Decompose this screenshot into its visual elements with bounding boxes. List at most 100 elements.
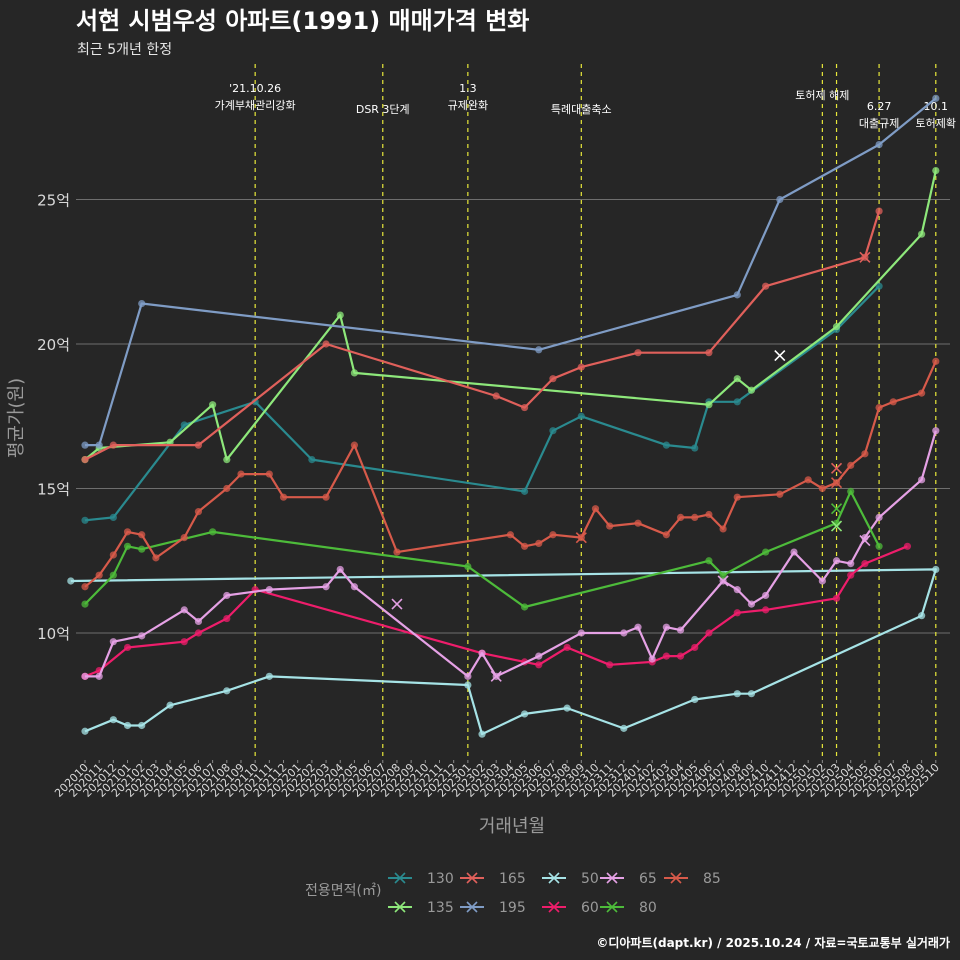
data-point <box>138 632 146 640</box>
data-point <box>776 195 784 204</box>
data-point <box>832 594 841 602</box>
data-point <box>209 528 217 536</box>
data-point <box>676 513 685 522</box>
data-point <box>322 583 330 591</box>
chart-title: 서현 시범우성 아파트(1991) 매매가격 변화 <box>76 7 529 35</box>
data-point <box>634 623 642 631</box>
data-point <box>932 94 940 102</box>
data-point <box>762 606 770 614</box>
legend-label: 130 <box>427 871 454 887</box>
policy-annotation: '21.10.26 <box>229 82 281 95</box>
data-point <box>691 643 699 652</box>
legend-key-cross <box>670 872 682 884</box>
data-point <box>875 282 883 290</box>
data-point <box>705 349 713 357</box>
data-point <box>932 167 940 175</box>
data-point <box>747 600 756 608</box>
data-point <box>691 444 699 452</box>
data-point <box>109 571 117 579</box>
series-165 <box>81 207 883 464</box>
data-point <box>691 695 699 704</box>
y-axis-ticks: 10억 15억 20억 25억 <box>37 192 70 644</box>
policy-annotation: DSR 3단계 <box>356 103 410 116</box>
data-point <box>194 441 203 449</box>
data-point <box>209 401 217 409</box>
data-point <box>506 531 514 539</box>
cross-stroke <box>830 477 843 489</box>
data-point <box>322 340 330 348</box>
legend-item-50: 50 <box>542 871 599 887</box>
data-point <box>847 571 855 579</box>
data-point <box>520 542 529 550</box>
data-point <box>733 586 741 594</box>
data-point <box>81 441 89 449</box>
data-point <box>705 510 713 519</box>
data-point <box>691 513 699 522</box>
data-point <box>138 545 146 553</box>
cross-stroke <box>391 598 403 610</box>
data-point <box>138 299 146 308</box>
data-point <box>847 461 855 469</box>
data-point <box>265 672 273 680</box>
data-point <box>279 493 288 501</box>
data-point <box>776 490 784 498</box>
data-point <box>265 586 273 594</box>
data-point <box>123 721 132 730</box>
legend-item-85: 85 <box>664 871 721 887</box>
policy-annotation: 특례대출축소 <box>551 103 612 116</box>
data-point <box>81 456 89 464</box>
y-tick-label: 10억 <box>37 625 70 643</box>
data-point <box>733 609 741 617</box>
data-point <box>520 710 529 718</box>
data-point <box>918 230 926 238</box>
series-line-130 <box>84 285 880 522</box>
legend-key-cross <box>606 872 618 884</box>
cross-marker <box>774 349 786 362</box>
data-point <box>889 398 897 406</box>
data-point <box>123 542 132 550</box>
y-tick-label: 20억 <box>37 336 70 354</box>
cross-marker <box>575 532 587 544</box>
cross-stroke <box>490 670 502 682</box>
data-point <box>478 730 486 738</box>
data-point <box>606 522 614 530</box>
legend-label: 195 <box>499 900 526 916</box>
data-point <box>662 441 670 449</box>
data-point <box>478 649 486 657</box>
data-point <box>109 716 117 724</box>
data-point <box>464 672 472 680</box>
data-point <box>152 554 160 562</box>
legend-item-165: 165 <box>460 871 526 887</box>
data-point <box>847 487 855 495</box>
legend-label: 135 <box>427 900 454 916</box>
data-point <box>747 386 756 394</box>
credit-text: ©디아파트(dapt.kr) / 2025.10.24 / 자료=국토교통부 실… <box>596 935 950 950</box>
cross-marker <box>859 251 871 263</box>
legend-key-cross <box>394 901 406 913</box>
data-point <box>634 519 642 527</box>
data-point <box>350 583 359 591</box>
data-point <box>719 525 727 533</box>
data-point <box>95 571 103 579</box>
data-point <box>733 493 741 501</box>
x-axis-ticks: 2020102020112020122021012021022021032021… <box>52 760 942 800</box>
data-point <box>223 591 231 600</box>
cross-marker <box>830 503 843 515</box>
series-50 <box>67 565 940 738</box>
data-point <box>81 583 89 591</box>
data-point <box>648 655 656 663</box>
data-point <box>705 629 713 637</box>
data-point <box>577 629 585 637</box>
data-point <box>166 701 174 709</box>
legend-key-cross <box>548 872 560 884</box>
data-point <box>336 311 344 319</box>
data-point <box>832 323 841 331</box>
legend-key-cross <box>466 901 478 913</box>
data-point <box>123 528 132 536</box>
data-point <box>393 548 401 556</box>
data-point <box>563 643 571 652</box>
data-point <box>520 603 529 611</box>
data-point <box>875 542 883 550</box>
data-point <box>932 565 940 574</box>
